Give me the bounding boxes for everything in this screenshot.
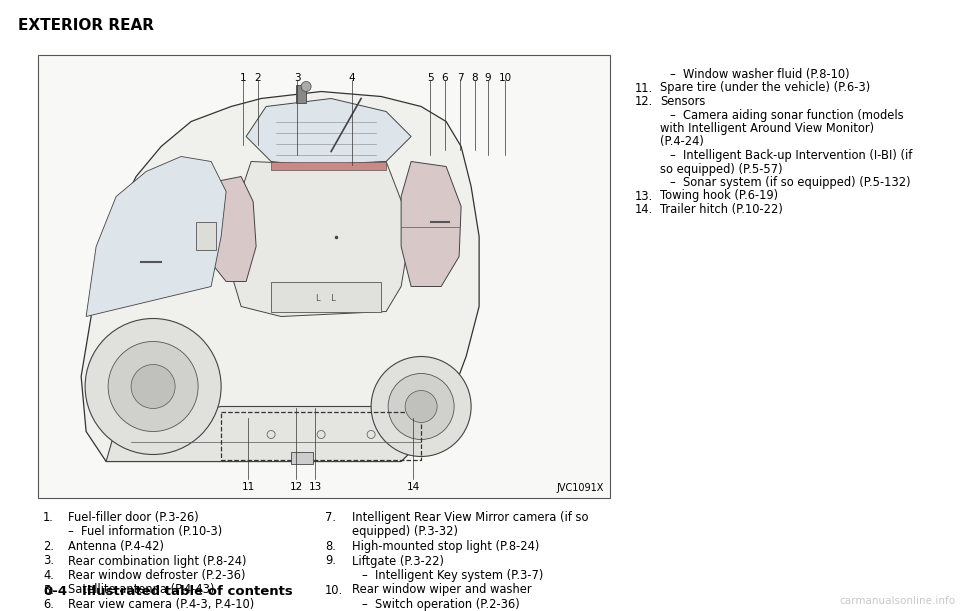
Circle shape <box>388 373 454 439</box>
Text: 10.: 10. <box>325 584 343 596</box>
Text: –  Window washer fluid (P.8-10): – Window washer fluid (P.8-10) <box>670 68 850 81</box>
Text: 4.: 4. <box>43 569 54 582</box>
Text: 8.: 8. <box>325 540 336 553</box>
Text: 14.: 14. <box>635 203 653 216</box>
Text: –  Intelligent Back-up Intervention (I-BI) (if: – Intelligent Back-up Intervention (I-BI… <box>670 149 912 162</box>
Text: equipped) (P.3-32): equipped) (P.3-32) <box>352 525 458 538</box>
Polygon shape <box>202 177 256 282</box>
Text: so equipped) (P.5-57): so equipped) (P.5-57) <box>660 163 782 175</box>
Text: 11.: 11. <box>635 81 653 95</box>
Text: 14: 14 <box>406 482 420 492</box>
Text: 3.: 3. <box>43 555 54 568</box>
Text: 6: 6 <box>442 73 448 83</box>
Text: 7: 7 <box>457 73 464 83</box>
Text: 3: 3 <box>294 73 300 83</box>
Text: Antenna (P.4-42): Antenna (P.4-42) <box>68 540 164 553</box>
Text: Satellite antenna (P.4-43): Satellite antenna (P.4-43) <box>68 584 214 596</box>
Text: 5.: 5. <box>43 584 54 596</box>
Text: Sensors: Sensors <box>660 95 706 108</box>
Polygon shape <box>246 98 411 167</box>
Text: 9.: 9. <box>325 555 336 568</box>
Text: Rear window defroster (P.2-36): Rear window defroster (P.2-36) <box>68 569 246 582</box>
Text: 0-4: 0-4 <box>43 585 67 598</box>
Text: Rear view camera (P.4-3, P.4-10): Rear view camera (P.4-3, P.4-10) <box>68 598 254 611</box>
Bar <box>196 222 216 249</box>
Text: 7.: 7. <box>325 511 336 524</box>
Text: Rear combination light (P.8-24): Rear combination light (P.8-24) <box>68 555 247 568</box>
Circle shape <box>85 318 221 455</box>
Text: 1: 1 <box>240 73 247 83</box>
Text: Fuel-filler door (P.3-26): Fuel-filler door (P.3-26) <box>68 511 199 524</box>
Text: Intelligent Rear View Mirror camera (if so: Intelligent Rear View Mirror camera (if … <box>352 511 588 524</box>
Text: –  Switch operation (P.2-36): – Switch operation (P.2-36) <box>362 598 519 611</box>
Polygon shape <box>81 92 479 461</box>
Text: 6.: 6. <box>43 598 54 611</box>
Circle shape <box>372 356 471 456</box>
Text: 1.: 1. <box>43 511 54 524</box>
Text: Spare tire (under the vehicle) (P.6-3): Spare tire (under the vehicle) (P.6-3) <box>660 81 871 95</box>
Text: carmanualsonline.info: carmanualsonline.info <box>839 596 955 606</box>
Circle shape <box>108 342 198 431</box>
Text: –  Fuel information (P.10-3): – Fuel information (P.10-3) <box>68 525 223 538</box>
Text: High-mounted stop light (P.8-24): High-mounted stop light (P.8-24) <box>352 540 540 553</box>
Text: EXTERIOR REAR: EXTERIOR REAR <box>18 18 154 33</box>
Circle shape <box>405 390 437 422</box>
Text: (P.4-24): (P.4-24) <box>660 136 704 148</box>
Text: 13: 13 <box>308 482 322 492</box>
Bar <box>38 55 610 498</box>
Polygon shape <box>107 406 431 461</box>
Text: Rear window wiper and washer: Rear window wiper and washer <box>352 584 532 596</box>
Text: 8: 8 <box>471 73 478 83</box>
Bar <box>291 452 313 464</box>
Text: –  Intelligent Key system (P.3-7): – Intelligent Key system (P.3-7) <box>362 569 543 582</box>
Polygon shape <box>401 161 461 287</box>
Text: –  Sonar system (if so equipped) (P.5-132): – Sonar system (if so equipped) (P.5-132… <box>670 176 911 189</box>
Text: 2.: 2. <box>43 540 54 553</box>
Text: 9: 9 <box>485 73 492 83</box>
Bar <box>271 282 381 312</box>
Text: 2: 2 <box>254 73 261 83</box>
Bar <box>221 411 421 459</box>
Text: 4: 4 <box>348 73 355 83</box>
Text: 12.: 12. <box>635 95 653 108</box>
Text: Trailer hitch (P.10-22): Trailer hitch (P.10-22) <box>660 203 782 216</box>
Text: Illustrated table of contents: Illustrated table of contents <box>82 585 293 598</box>
Circle shape <box>301 81 311 92</box>
Text: JVC1091X: JVC1091X <box>557 483 604 493</box>
Text: 10: 10 <box>498 73 512 83</box>
Text: 11: 11 <box>241 482 254 492</box>
Bar <box>296 84 306 103</box>
Text: 12: 12 <box>289 482 302 492</box>
Text: Liftgate (P.3-22): Liftgate (P.3-22) <box>352 555 444 568</box>
Text: L    L: L L <box>316 294 336 303</box>
Text: Towing hook (P.6-19): Towing hook (P.6-19) <box>660 189 779 202</box>
Text: –  Camera aiding sonar function (models: – Camera aiding sonar function (models <box>670 109 903 122</box>
Polygon shape <box>227 161 411 316</box>
Polygon shape <box>86 156 227 316</box>
Bar <box>271 161 386 169</box>
Text: 13.: 13. <box>635 189 653 202</box>
Text: with Intelligent Around View Monitor): with Intelligent Around View Monitor) <box>660 122 875 135</box>
Circle shape <box>132 365 175 409</box>
Text: 5: 5 <box>426 73 433 83</box>
